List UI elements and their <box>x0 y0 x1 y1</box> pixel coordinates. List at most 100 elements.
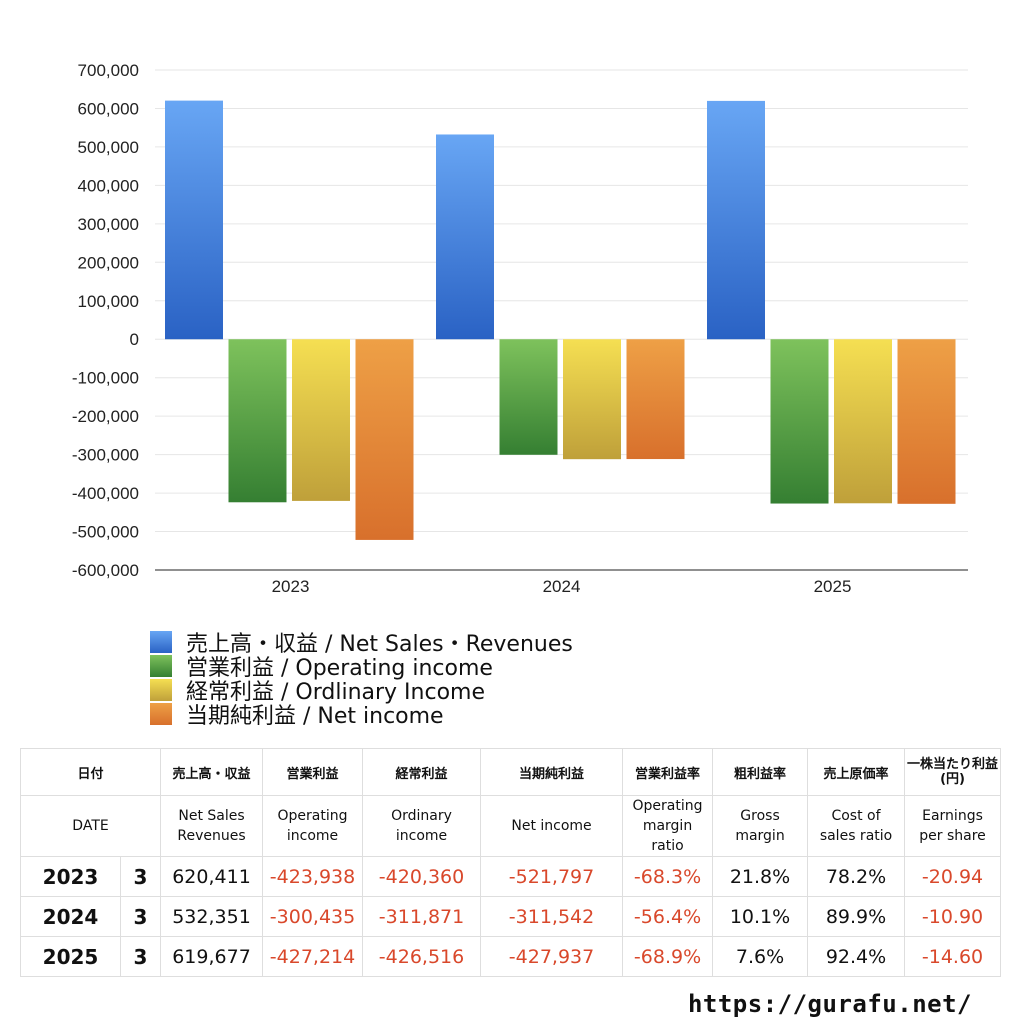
legend-swatch-ordinary <box>150 679 172 701</box>
header-date-jp: 日付 <box>19 748 162 796</box>
y-tick-label: -400,000 <box>72 484 139 503</box>
bar-chart: 700,000 600,000 500,000 400,000 300,000 200,0… <box>72 61 968 596</box>
header-op-margin-en-2: margin <box>642 818 693 834</box>
y-tick-label: -300,000 <box>72 446 139 465</box>
header-gross-margin-jp: 粗利益率 <box>712 748 809 796</box>
header-operating-en-2: income <box>286 828 339 844</box>
header-op-margin-jp: 営業利益率 <box>622 748 714 796</box>
y-tick-label: 100,000 <box>78 292 139 311</box>
row-op-margin: -56.4% <box>622 896 714 937</box>
row-gross-margin: 10.1% <box>712 896 809 937</box>
header-net-jp: 当期純利益 <box>480 748 624 796</box>
bar <box>292 339 350 501</box>
row-month: 3 <box>119 936 162 977</box>
y-tick-label: -100,000 <box>72 369 139 388</box>
x-tick-label: 2024 <box>543 577 581 596</box>
header-date-en: DATE <box>19 795 162 857</box>
table-row: 2024 3 532,351 -300,435 -311,871 -311,54… <box>20 896 1002 937</box>
header-eps-en-2: per share <box>919 828 986 844</box>
legend-item-sales: 売上高・収益 / Net Sales・Revenues <box>150 630 750 657</box>
table-header-en: DATE Net Sales Revenues Operating income O… <box>19 795 1002 857</box>
row-sales: 620,411 <box>160 856 264 897</box>
row-eps: -10.90 <box>904 896 1002 937</box>
bar <box>626 339 685 460</box>
x-tick-label: 2025 <box>814 577 852 596</box>
row-cost-ratio: 78.2% <box>807 856 906 897</box>
header-gross-margin-en: Gross margin <box>712 795 809 857</box>
header-sales-en: Net Sales Revenues <box>160 795 264 857</box>
row-year: 2023 <box>20 856 121 897</box>
table-row: 2023 3 620,411 -423,938 -420,360 -521,79… <box>20 856 1002 897</box>
legend-item-operating: 営業利益 / Operating income <box>150 654 750 681</box>
header-operating-jp: 営業利益 <box>262 748 364 796</box>
row-gross-margin: 7.6% <box>712 936 809 977</box>
y-tick-label: -200,000 <box>72 407 139 426</box>
y-axis-ticks: 700,000 600,000 500,000 400,000 300,000 200,0… <box>72 61 139 580</box>
header-ordinary-jp: 経常利益 <box>362 748 482 796</box>
legend-swatch-net <box>150 703 172 725</box>
table-row: 2025 3 619,677 -427,214 -426,516 -427,93… <box>20 936 1002 977</box>
bar <box>707 100 765 340</box>
row-year: 2024 <box>20 896 121 937</box>
row-month: 3 <box>119 856 162 897</box>
bars <box>165 100 956 540</box>
header-op-margin-en-1: Operating <box>632 798 703 814</box>
header-gross-margin-en-2: margin <box>735 828 785 844</box>
header-eps-jp: 一株当たり利益 (円) <box>904 748 1002 796</box>
bar <box>499 339 558 455</box>
legend-swatch-operating <box>150 655 172 677</box>
header-cost-ratio-en: Cost of sales ratio <box>807 795 906 857</box>
row-cost-ratio: 92.4% <box>807 936 906 977</box>
y-tick-label: 700,000 <box>78 61 139 80</box>
legend-label-ordinary: 経常利益 / Ordlinary Income <box>186 680 485 705</box>
row-net: -427,937 <box>480 936 624 977</box>
bar <box>770 339 829 504</box>
row-ordinary: -420,360 <box>362 856 482 897</box>
row-gross-margin: 21.8% <box>712 856 809 897</box>
row-year: 2025 <box>20 936 121 977</box>
legend-label-operating: 営業利益 / Operating income <box>186 656 493 681</box>
header-eps-en: Earnings per share <box>904 795 1002 857</box>
y-tick-label: 200,000 <box>78 253 139 272</box>
row-operating: -423,938 <box>262 856 364 897</box>
header-sales-en-1: Net Sales <box>178 808 245 824</box>
row-eps: -20.94 <box>904 856 1002 897</box>
y-tick-label: 300,000 <box>78 215 139 234</box>
gridlines <box>155 69 968 533</box>
row-operating: -300,435 <box>262 896 364 937</box>
table-header-jp: 日付 売上高・収益 営業利益 経常利益 当期純利益 営業利益率 粗利益率 売上原… <box>19 748 1002 796</box>
header-ordinary-en: Ordinary income <box>362 795 482 857</box>
header-cost-ratio-en-2: sales ratio <box>819 828 893 844</box>
header-operating-en: Operating income <box>262 795 364 857</box>
legend-item-net: 当期純利益 / Net income <box>150 702 750 729</box>
header-operating-en-1: Operating <box>277 808 348 824</box>
row-ordinary: -426,516 <box>362 936 482 977</box>
header-sales-jp: 売上高・収益 <box>160 748 264 796</box>
row-net: -311,542 <box>480 896 624 937</box>
header-cost-ratio-jp: 売上原価率 <box>807 748 906 796</box>
y-tick-label: -500,000 <box>72 523 139 542</box>
bar <box>355 339 414 540</box>
header-eps-jp-line2: (円) <box>940 772 965 787</box>
bar <box>228 339 287 503</box>
header-ordinary-en-2: income <box>395 828 448 844</box>
bar <box>436 134 494 340</box>
bar <box>563 339 621 460</box>
legend: 売上高・収益 / Net Sales・Revenues 営業利益 / Opera… <box>150 630 750 729</box>
y-tick-label: 500,000 <box>78 138 139 157</box>
y-tick-label: 400,000 <box>78 176 139 195</box>
header-eps-en-1: Earnings <box>922 808 983 824</box>
y-tick-label: 0 <box>130 330 139 349</box>
row-operating: -427,214 <box>262 936 364 977</box>
row-ordinary: -311,871 <box>362 896 482 937</box>
row-sales: 619,677 <box>160 936 264 977</box>
header-cost-ratio-en-1: Cost of <box>831 808 881 824</box>
site-url[interactable]: https://gurafu.net/ <box>687 990 972 1018</box>
legend-label-sales: 売上高・収益 / Net Sales・Revenues <box>186 632 573 657</box>
financial-table: 日付 売上高・収益 営業利益 経常利益 当期純利益 営業利益率 粗利益率 売上原… <box>19 748 1002 977</box>
row-op-margin: -68.3% <box>622 856 714 897</box>
row-op-margin: -68.9% <box>622 936 714 977</box>
y-tick-label: 600,000 <box>78 99 139 118</box>
header-ordinary-en-1: Ordinary <box>391 808 452 824</box>
row-month: 3 <box>119 896 162 937</box>
